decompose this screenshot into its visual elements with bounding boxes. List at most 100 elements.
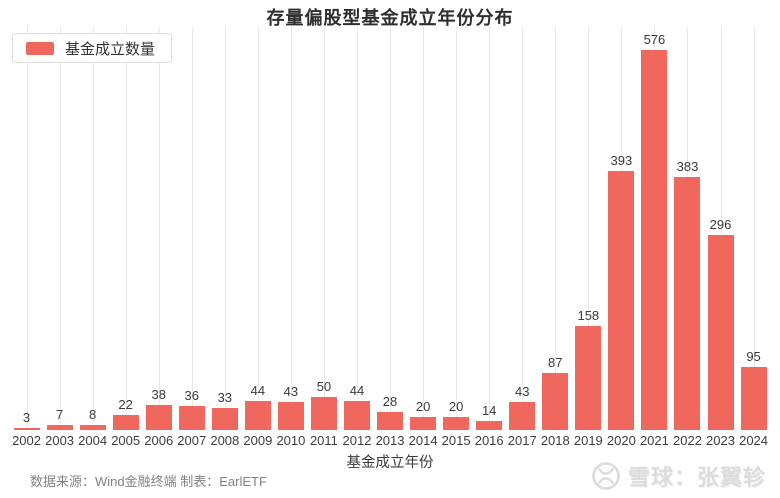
bar-column-2024: 95	[737, 27, 770, 430]
bar-2013	[377, 412, 404, 430]
bar-column-2007: 36	[175, 27, 208, 430]
value-label-2016: 14	[481, 402, 497, 418]
x-tick-2020: 2020	[606, 433, 636, 448]
vertical-gridline	[158, 27, 160, 430]
chart-title: 存量偏股型基金成立年份分布	[266, 8, 514, 28]
value-label-2022: 383	[676, 158, 699, 174]
value-label-2024: 95	[746, 348, 761, 364]
bar-2011	[310, 397, 337, 430]
watermark-text: 雪球：张翼轸	[627, 465, 766, 490]
x-tick-2003: 2003	[45, 433, 75, 448]
vertical-gridline	[588, 27, 590, 430]
value-label-2003: 7	[55, 406, 64, 422]
value-label-2002: 3	[22, 409, 31, 425]
value-label-2019: 158	[577, 307, 600, 323]
value-label-2005: 22	[118, 396, 133, 412]
bar-2018	[542, 373, 569, 430]
value-label-2011: 50	[316, 378, 332, 394]
vertical-gridline	[456, 27, 458, 430]
bar-column-2023: 296	[704, 27, 737, 430]
x-tick-2023: 2023	[706, 433, 735, 448]
x-tick-2019: 2019	[573, 433, 603, 448]
xueqiu-logo-icon	[591, 461, 621, 491]
bar-2022	[674, 177, 701, 430]
x-tick-2024: 2024	[739, 433, 769, 448]
value-label-2013: 28	[382, 393, 398, 409]
bar-2014	[410, 417, 437, 430]
bar-column-2011: 50	[307, 27, 340, 430]
bar-column-2020: 393	[605, 27, 638, 430]
bar-2006	[145, 405, 172, 430]
x-tick-2009: 2009	[243, 433, 273, 448]
vertical-gridline	[555, 27, 557, 430]
bar-column-2021: 576	[638, 27, 671, 430]
value-label-2012: 44	[349, 382, 365, 398]
x-tick-2011: 2011	[309, 433, 338, 448]
vertical-gridline	[125, 27, 127, 430]
x-tick-2007: 2007	[177, 433, 207, 448]
x-tick-2022: 2022	[673, 433, 702, 448]
bar-column-2019: 158	[572, 27, 605, 430]
bar-column-2015: 20	[440, 27, 473, 430]
x-tick-2010: 2010	[276, 433, 306, 448]
bar-column-2003: 7	[43, 27, 76, 430]
bar-column-2004: 8	[76, 27, 109, 430]
bar-2016	[476, 421, 503, 430]
bar-column-2016: 14	[473, 27, 506, 430]
value-label-2017: 43	[514, 383, 530, 399]
bar-2019	[575, 326, 602, 430]
bar-2024	[740, 367, 767, 430]
bar-column-2022: 383	[671, 27, 704, 430]
x-tick-2012: 2012	[342, 433, 372, 448]
x-tick-2006: 2006	[144, 433, 174, 448]
legend-label: 基金成立数量	[65, 40, 156, 58]
bar-2007	[178, 406, 205, 430]
x-tick-2021: 2021	[639, 433, 669, 448]
x-tick-2016: 2016	[474, 433, 504, 448]
watermark: 雪球：张翼轸	[591, 460, 766, 492]
x-tick-2014: 2014	[408, 433, 438, 448]
bar-column-2012: 44	[340, 27, 373, 430]
bar-column-2014: 20	[407, 27, 440, 430]
bar-column-2010: 43	[274, 27, 307, 430]
vertical-gridline	[26, 27, 28, 430]
vertical-gridline	[224, 27, 226, 430]
x-tick-2004: 2004	[78, 433, 108, 448]
x-tick-2005: 2005	[111, 433, 141, 448]
vertical-gridline	[753, 27, 755, 430]
vertical-gridline	[522, 27, 524, 430]
bar-2005	[112, 415, 139, 430]
bar-2008	[211, 408, 238, 430]
bar-2017	[509, 402, 536, 430]
bar-column-2009: 44	[241, 27, 274, 430]
value-label-2004: 8	[89, 406, 97, 422]
vertical-gridline	[290, 27, 292, 430]
bar-2020	[608, 171, 635, 430]
x-tick-2002: 2002	[12, 433, 41, 448]
vertical-gridline	[92, 27, 94, 430]
x-axis-title: 基金成立年份	[346, 455, 434, 471]
value-label-2006: 38	[151, 386, 166, 402]
vertical-gridline	[356, 27, 358, 430]
bar-2023	[707, 235, 734, 430]
x-tick-2017: 2017	[507, 433, 537, 448]
bar-column-2018: 87	[539, 27, 572, 430]
value-label-2009: 44	[250, 382, 266, 398]
bar-2002	[13, 428, 40, 430]
value-label-2007: 36	[184, 387, 199, 403]
value-label-2008: 33	[217, 389, 233, 405]
x-tick-2015: 2015	[441, 433, 471, 448]
x-axis-tick-labels: 2002 2003 2004 2005 2006 2007 2008 2009 2010 2011…	[10, 433, 770, 448]
bar-column-2002: 3	[10, 27, 43, 430]
bar-2015	[443, 417, 470, 430]
vertical-gridline	[390, 27, 392, 430]
value-label-2021: 576	[643, 31, 666, 47]
vertical-gridline	[323, 27, 325, 430]
bar-2004	[79, 425, 106, 430]
bar-2021	[641, 50, 668, 430]
value-label-2014: 20	[415, 398, 431, 414]
bar-column-2005: 22	[109, 27, 142, 430]
bar-column-2006: 38	[142, 27, 175, 430]
legend: 基金成立数量	[12, 33, 173, 63]
data-source-note: 数据来源：Wind金融终端 制表：EarlETF	[30, 474, 267, 489]
